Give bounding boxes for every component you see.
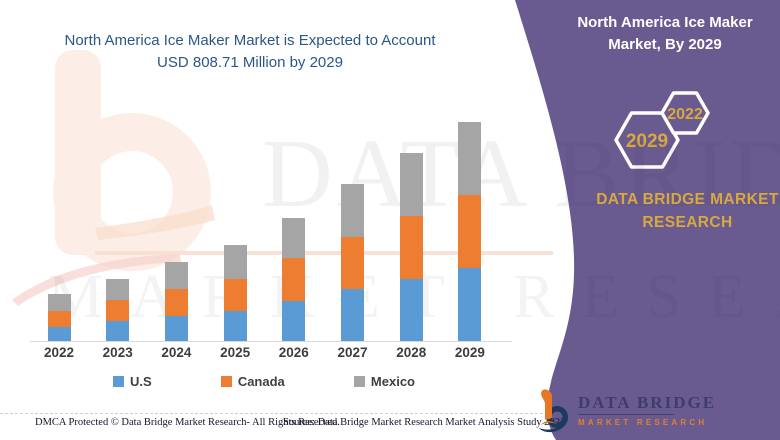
hexagon-2022-icon <box>660 91 710 135</box>
dbmr-logo-rule <box>578 414 674 415</box>
hexagon-2029-icon <box>614 111 680 169</box>
bar-2025 <box>223 245 247 341</box>
bar-segment-us-2026 <box>282 301 306 341</box>
source-note: Source: Data Bridge Market Research Mark… <box>283 417 566 428</box>
legend-swatch-canada <box>220 376 232 387</box>
legend-label-mexico: Mexico <box>370 374 415 389</box>
dbmr-logo-b-icon <box>539 389 568 433</box>
bar-segment-us-2027 <box>341 289 365 341</box>
bar-segment-mexico-2022 <box>47 294 71 311</box>
year-slot-2025: 2025 <box>213 121 257 362</box>
panel-title-line2: Market, By 2029 <box>608 35 722 53</box>
x-axis-label-2025: 2025 <box>220 345 251 360</box>
legend-item-mexico: Mexico <box>353 374 415 389</box>
bar-2029 <box>458 122 482 341</box>
bar-segment-us-2025 <box>223 311 247 341</box>
year-slot-2028: 2028 <box>389 121 433 362</box>
x-axis-label-2026: 2026 <box>278 345 309 360</box>
x-axis-label-2027: 2027 <box>337 345 368 360</box>
year-slot-2023: 2023 <box>96 121 140 362</box>
bar-segment-canada-2028 <box>399 216 423 279</box>
hexagon-2029-label: 2029 <box>626 131 668 152</box>
bar-segment-canada-2024 <box>164 289 188 316</box>
x-axis-label-2023: 2023 <box>102 345 133 360</box>
chart-legend: U.S Canada Mexico <box>113 374 415 389</box>
bar-segment-mexico-2026 <box>282 218 306 258</box>
bar-segment-us-2023 <box>106 321 130 341</box>
x-axis-label-2029: 2029 <box>454 345 485 360</box>
panel-title-line1: North America Ice Maker <box>577 14 753 31</box>
bar-segment-us-2028 <box>399 279 423 341</box>
year-slot-2024: 2024 <box>154 121 198 362</box>
bar-2024 <box>164 262 188 341</box>
dbmr-logo: DATA BRIDGE MARKET RESEARCH <box>538 386 716 434</box>
year-slot-2022: 2022 <box>37 121 81 362</box>
footer-separator <box>0 413 548 414</box>
bar-segment-mexico-2029 <box>458 122 482 195</box>
stacked-bar-chart: 2022 2023 2024 2025 2026 2027 2028 2029 <box>37 121 492 362</box>
dmca-notice: DMCA Protected © Data Bridge Market Rese… <box>35 417 340 428</box>
legend-item-canada: Canada <box>220 374 285 389</box>
brand-name-gold: DATA BRIDGE MARKET RESEARCH <box>585 188 780 235</box>
purple-panel-shape <box>515 0 780 440</box>
brand-name-line2: RESEARCH <box>642 214 733 232</box>
legend-label-canada: Canada <box>237 374 285 389</box>
brand-name-line1: DATA BRIDGE MARKET <box>596 191 779 208</box>
x-axis-label-2022: 2022 <box>43 345 75 360</box>
bar-segment-us-2024 <box>164 316 188 341</box>
x-axis-line <box>30 341 512 342</box>
legend-item-us: U.S <box>113 374 152 389</box>
bar-segment-canada-2023 <box>106 300 130 321</box>
bar-2027 <box>341 184 365 341</box>
chart-title: North America Ice Maker Market is Expect… <box>40 30 460 74</box>
year-slot-2026: 2026 <box>272 121 316 362</box>
bar-2028 <box>399 153 423 341</box>
dbmr-logo-tagline: MARKET RESEARCH <box>578 418 708 427</box>
bar-2026 <box>282 218 306 341</box>
bar-segment-mexico-2024 <box>164 262 188 289</box>
bar-segment-mexico-2028 <box>399 153 423 216</box>
bar-segment-canada-2027 <box>341 237 365 289</box>
bar-segment-mexico-2027 <box>341 184 365 237</box>
bar-segment-canada-2029 <box>458 195 482 268</box>
chart-title-line2: USD 808.71 Million by 2029 <box>157 53 343 71</box>
year-slot-2029: 2029 <box>448 121 492 362</box>
bar-2022 <box>47 294 71 341</box>
hexagon-2022-label: 2022 <box>667 106 703 123</box>
x-axis-label-2024: 2024 <box>161 345 192 360</box>
bar-segment-mexico-2023 <box>106 279 130 300</box>
year-slot-2027: 2027 <box>331 121 375 362</box>
panel-title: North America Ice Maker Market, By 2029 <box>558 12 772 56</box>
bar-2023 <box>106 279 130 341</box>
x-axis-label-2028: 2028 <box>396 345 427 360</box>
dbmr-logo-name: DATA BRIDGE <box>578 393 717 412</box>
chart-title-line1: North America Ice Maker Market is Expect… <box>64 32 436 49</box>
bar-segment-us-2022 <box>47 327 71 341</box>
bar-segment-mexico-2025 <box>223 245 247 279</box>
bar-segment-canada-2026 <box>282 258 306 301</box>
bar-segment-us-2029 <box>458 268 482 341</box>
dbmr-logo-text: DATA BRIDGE MARKET RESEARCH <box>578 394 716 427</box>
bar-segment-canada-2022 <box>47 311 71 327</box>
legend-swatch-us <box>113 376 124 387</box>
bar-segment-canada-2025 <box>223 279 247 311</box>
legend-swatch-mexico <box>353 376 365 387</box>
legend-label-us: U.S <box>130 374 152 389</box>
